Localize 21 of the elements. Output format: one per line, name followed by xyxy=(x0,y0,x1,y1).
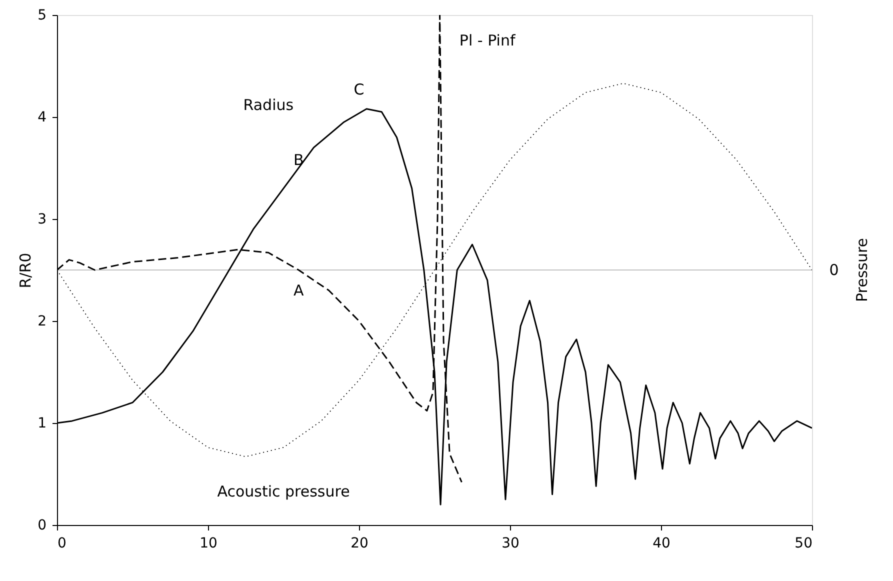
x-tick-label: 40 xyxy=(652,536,670,552)
y-tick-label: 1 xyxy=(38,416,46,432)
y-tick-label: 4 xyxy=(38,110,47,126)
y2-axis-title: Pressure xyxy=(853,238,871,302)
y-tick-label: 2 xyxy=(38,314,46,330)
x-tick-label: 30 xyxy=(502,536,520,552)
y-tick-label: 5 xyxy=(38,8,46,24)
y-axis-title: R/R0 xyxy=(16,252,35,288)
x-tick-label: 10 xyxy=(200,536,218,552)
y-tick-label: 0 xyxy=(38,518,46,534)
annotation: A xyxy=(293,281,304,300)
annotation: Pl - Pinf xyxy=(459,32,516,50)
annotation: Acoustic pressure xyxy=(217,482,350,500)
y-tick-label: 3 xyxy=(38,212,46,228)
annotation: Radius xyxy=(243,96,294,114)
x-tick-label: 0 xyxy=(58,536,66,552)
x-tick-label: 50 xyxy=(794,536,812,552)
text: 0 xyxy=(829,261,839,279)
annotation: C xyxy=(354,80,364,98)
x-tick-label: 20 xyxy=(350,536,368,552)
annotation: B xyxy=(293,150,304,169)
